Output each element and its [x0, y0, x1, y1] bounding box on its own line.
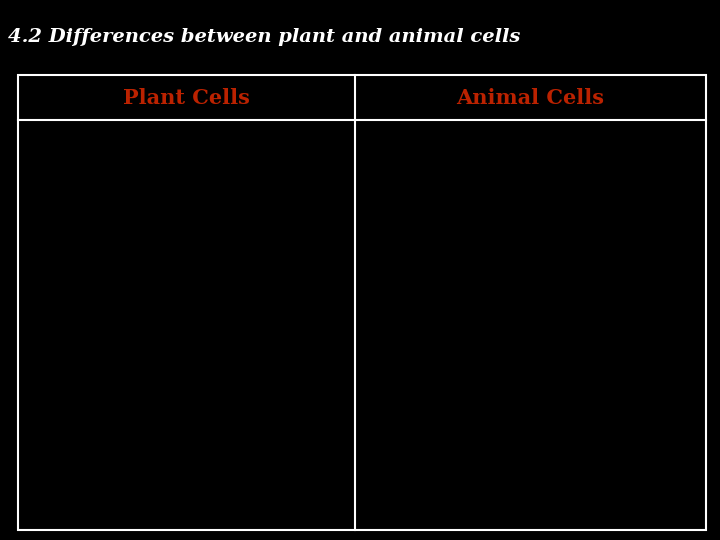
Text: Plant Cells: Plant Cells [123, 87, 250, 107]
Text: 4.2 Differences between plant and animal cells: 4.2 Differences between plant and animal… [8, 28, 521, 46]
Bar [18, 75, 706, 530]
Text: Animal Cells: Animal Cells [456, 87, 605, 107]
